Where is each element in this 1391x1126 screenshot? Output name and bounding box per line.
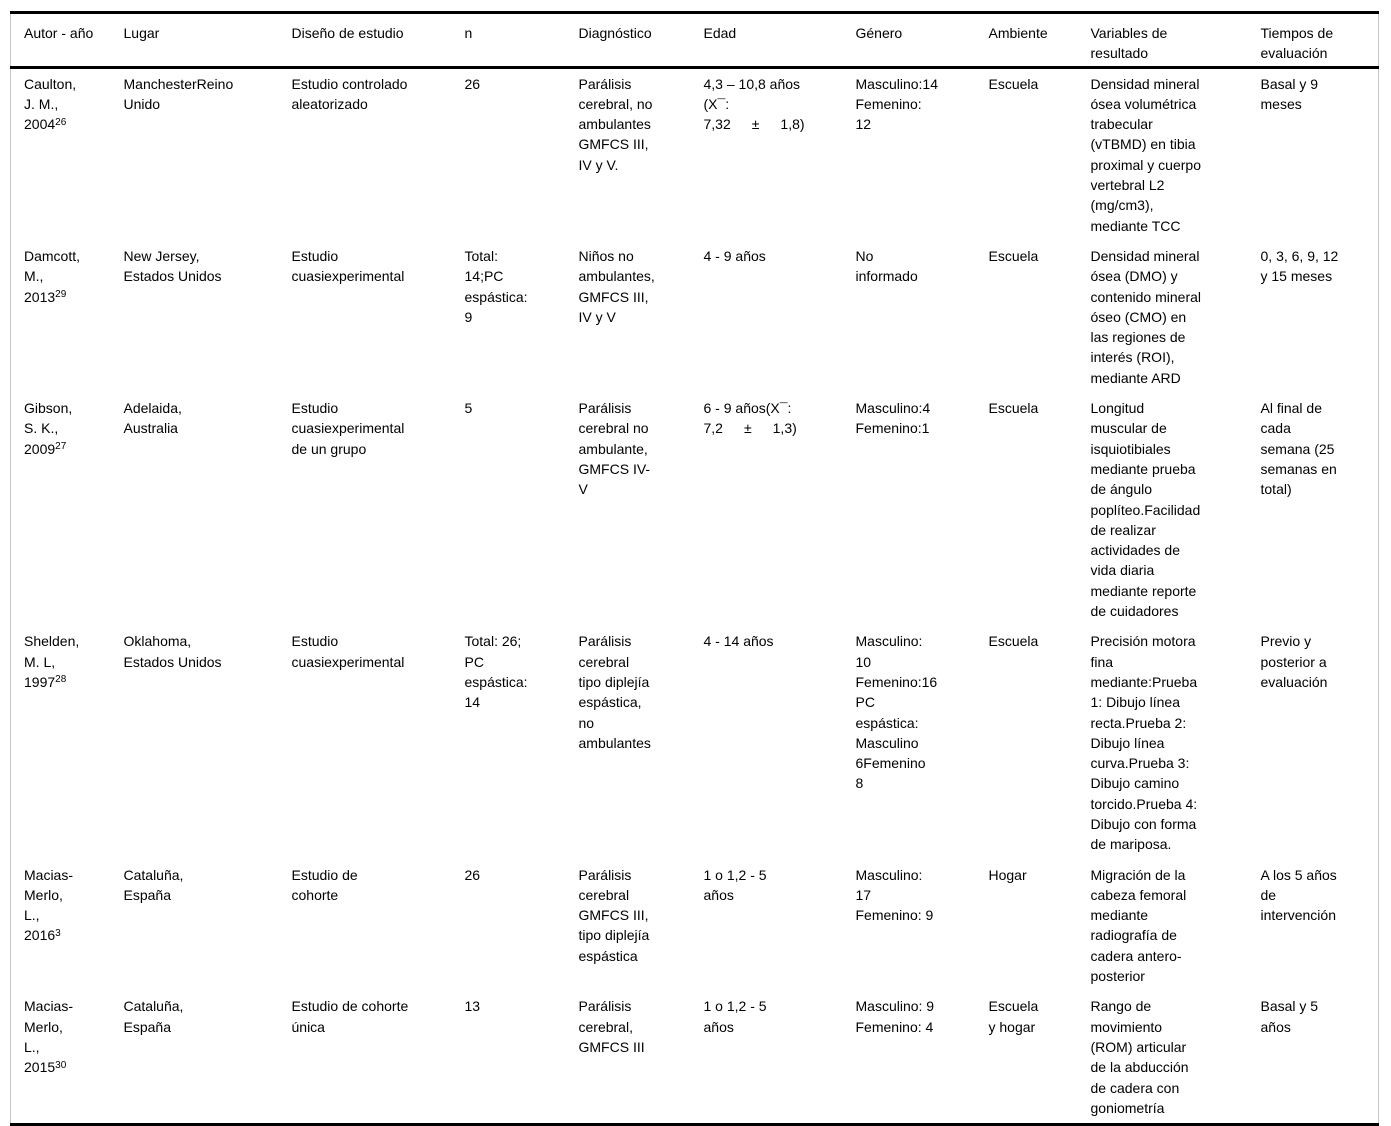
col-header-variables-de-resultado: Variables de resultado bbox=[1090, 12, 1261, 69]
cell-n: Total: 26; PC espástica: 14 bbox=[464, 633, 528, 711]
author-text: Macias- Merlo, L., 2016 bbox=[24, 866, 74, 944]
reference-superscript: 3 bbox=[55, 927, 61, 939]
cell-autor-ano: Damcott, M., 201329 bbox=[11, 241, 124, 393]
study-characteristics-table: Autor - año Lugar Diseño de estudio n Di… bbox=[10, 11, 1379, 1126]
cell-ambiente: Escuela bbox=[988, 400, 1039, 417]
table-body: Caulton, J. M., 200426 ManchesterReino U… bbox=[11, 67, 1379, 1125]
author-text: Caulton, J. M., 2004 bbox=[24, 75, 77, 133]
cell-diagnostico: Parálisis cerebral tipo diplejía espásti… bbox=[578, 633, 651, 751]
cell-edad: 4,3 – 10,8 años (X¯: 7,32 ± 1,8) bbox=[703, 75, 805, 133]
cell-variables: Densidad mineral ósea (DMO) y contenido … bbox=[1090, 247, 1202, 386]
cell-edad: 1 o 1,2 - 5 años bbox=[703, 998, 767, 1035]
cell-lugar: ManchesterReino Unido bbox=[123, 75, 234, 112]
cell-n: Total: 14;PC espástica: 9 bbox=[464, 247, 528, 325]
cell-edad: 6 - 9 años(X¯: 7,2 ± 1,3) bbox=[703, 400, 797, 437]
col-header-edad: Edad bbox=[703, 12, 856, 69]
cell-lugar: New Jersey, Estados Unidos bbox=[123, 247, 222, 285]
cell-ambiente: Escuela bbox=[988, 633, 1039, 650]
cell-edad: 4 - 9 años bbox=[703, 247, 766, 264]
cell-edad: 4 - 14 años bbox=[703, 633, 774, 650]
author-text: Damcott, M., 2013 bbox=[24, 247, 81, 305]
cell-ambiente: Escuela bbox=[988, 75, 1039, 92]
author-text: Gibson, S. K., 2009 bbox=[24, 400, 73, 457]
col-header-genero: Género bbox=[855, 12, 989, 69]
cell-diseno: Estudio cuasiexperimental bbox=[291, 633, 405, 670]
cell-ambiente: Hogar bbox=[988, 866, 1027, 883]
cell-genero: Masculino: 10 Femenino:16 PC espástica: … bbox=[855, 633, 938, 792]
cell-diagnostico: Parálisis cerebral GMFCS III, tipo diple… bbox=[578, 866, 650, 964]
cell-diseno: Estudio cuasiexperimental bbox=[291, 247, 405, 285]
cell-diseno: Estudio cuasiexperimental de un grupo bbox=[291, 400, 405, 457]
cell-variables: Densidad mineral ósea volumétrica trabec… bbox=[1090, 75, 1202, 234]
col-header-ambiente: Ambiente bbox=[988, 12, 1091, 69]
cell-autor-ano: Caulton, J. M., 200426 bbox=[11, 67, 124, 241]
cell-variables: Longitud muscular de isquiotibiales medi… bbox=[1090, 400, 1201, 620]
cell-edad: 1 o 1,2 - 5 años bbox=[703, 866, 767, 903]
cell-diagnostico: Parálisis cerebral no ambulante, GMFCS I… bbox=[578, 400, 651, 498]
cell-tiempos: 0, 3, 6, 9, 12 y 15 meses bbox=[1260, 247, 1339, 285]
cell-ambiente: Escuela bbox=[988, 247, 1039, 264]
cell-ambiente: Escuela y hogar bbox=[988, 998, 1039, 1035]
cell-lugar: Adelaida, Australia bbox=[123, 400, 182, 437]
cell-tiempos: Basal y 5 años bbox=[1260, 998, 1319, 1035]
reference-superscript: 26 bbox=[55, 116, 67, 128]
reference-superscript: 30 bbox=[55, 1059, 67, 1071]
cell-diseno: Estudio de cohorte única bbox=[291, 998, 409, 1035]
col-header-diagnostico: Diagnóstico bbox=[578, 12, 704, 69]
header-row: Autor - año Lugar Diseño de estudio n Di… bbox=[10, 12, 1379, 69]
col-header-autor-ano: Autor - año bbox=[10, 12, 124, 69]
cell-tiempos: Previo y posterior a evaluación bbox=[1260, 633, 1328, 690]
cell-genero: Masculino:4 Femenino:1 bbox=[855, 400, 931, 437]
study-characteristics-table-container: Autor - año Lugar Diseño de estudio n Di… bbox=[10, 11, 1379, 1126]
cell-lugar: Cataluña, España bbox=[123, 998, 184, 1035]
cell-tiempos: Al final de cada semana (25 semanas en t… bbox=[1260, 400, 1337, 498]
row-macias-merlo-2016: Macias- Merlo, L., 20163 Cataluña, Españ… bbox=[11, 860, 1379, 992]
cell-variables: Migración de la cabeza femoral mediante … bbox=[1090, 866, 1187, 985]
row-gibson-2009: Gibson, S. K., 200927 Adelaida, Australi… bbox=[11, 393, 1379, 626]
col-header-n: n bbox=[464, 12, 579, 69]
cell-n: 26 bbox=[464, 866, 481, 883]
cell-lugar: Oklahoma, Estados Unidos bbox=[123, 633, 222, 670]
cell-tiempos: A los 5 años de intervención bbox=[1260, 866, 1337, 924]
cell-n: 13 bbox=[464, 998, 481, 1015]
reference-superscript: 27 bbox=[55, 441, 67, 453]
cell-autor-ano: Shelden, M. L, 199728 bbox=[11, 626, 124, 859]
cell-diagnostico: Parálisis cerebral, GMFCS III bbox=[578, 998, 645, 1055]
cell-diseno: Estudio de cohorte bbox=[291, 866, 358, 903]
author-text: Shelden, M. L, 1997 bbox=[24, 633, 80, 690]
cell-lugar: Cataluña, España bbox=[123, 866, 184, 903]
row-caulton-2004: Caulton, J. M., 200426 ManchesterReino U… bbox=[11, 67, 1379, 241]
cell-diseno: Estudio controlado aleatorizado bbox=[291, 75, 408, 112]
col-header-diseno-de-estudio: Diseño de estudio bbox=[291, 12, 465, 69]
row-macias-merlo-2015: Macias- Merlo, L., 201530 Cataluña, Espa… bbox=[11, 991, 1379, 1124]
cell-genero: Masculino: 17 Femenino: 9 bbox=[855, 866, 934, 924]
row-damcott-2013: Damcott, M., 201329 New Jersey, Estados … bbox=[11, 241, 1379, 393]
author-text: Macias- Merlo, L., 2015 bbox=[24, 998, 74, 1076]
cell-diagnostico: Parálisis cerebral, no ambulantes GMFCS … bbox=[578, 75, 653, 173]
cell-n: 5 bbox=[464, 400, 473, 417]
cell-n: 26 bbox=[464, 75, 481, 92]
cell-tiempos: Basal y 9 meses bbox=[1260, 75, 1319, 112]
col-header-lugar: Lugar bbox=[123, 12, 292, 69]
cell-autor-ano: Macias- Merlo, L., 20163 bbox=[11, 860, 124, 992]
cell-genero: Masculino:14 Femenino: 12 bbox=[855, 75, 939, 133]
col-header-tiempos-de-evaluacion: Tiempos de evaluación bbox=[1260, 12, 1379, 69]
reference-superscript: 29 bbox=[55, 289, 67, 301]
cell-autor-ano: Macias- Merlo, L., 201530 bbox=[11, 991, 124, 1124]
cell-genero: No informado bbox=[855, 247, 918, 285]
cell-genero: Masculino: 9 Femenino: 4 bbox=[855, 998, 935, 1035]
table-header: Autor - año Lugar Diseño de estudio n Di… bbox=[10, 12, 1379, 69]
cell-autor-ano: Gibson, S. K., 200927 bbox=[11, 393, 124, 626]
reference-superscript: 28 bbox=[55, 674, 67, 686]
cell-diagnostico: Niños no ambulantes, GMFCS III, IV y V bbox=[578, 247, 655, 325]
cell-variables: Precisión motora fina mediante:Prueba 1:… bbox=[1090, 633, 1198, 853]
cell-variables: Rango de movimiento (ROM) articular de l… bbox=[1090, 998, 1189, 1116]
row-shelden-1997: Shelden, M. L, 199728 Oklahoma, Estados … bbox=[11, 626, 1379, 859]
